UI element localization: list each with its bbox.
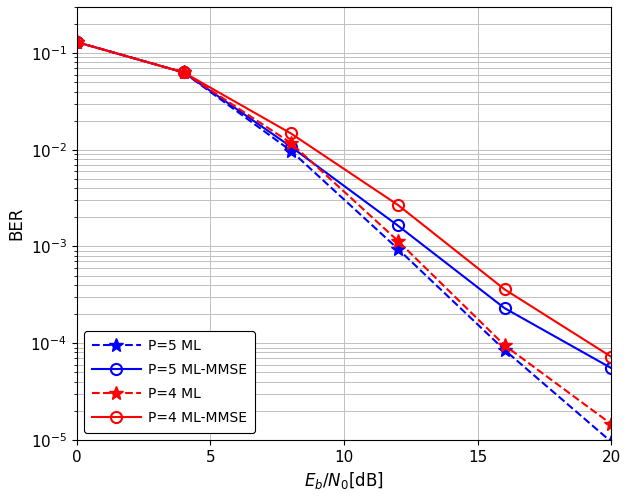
P=4 ML-MMSE — [73, 39, 80, 45]
P=5 ML-MMSE — [394, 223, 401, 229]
P=4 ML — [608, 421, 615, 427]
P=5 ML — [501, 347, 508, 353]
P=5 ML-MMSE — [287, 143, 295, 149]
P=4 ML — [394, 238, 401, 244]
P=4 ML-MMSE — [287, 130, 295, 136]
P=5 ML — [394, 246, 401, 251]
P=4 ML — [501, 342, 508, 348]
X-axis label: $E_b/N_0$[dB]: $E_b/N_0$[dB] — [304, 470, 384, 491]
Y-axis label: BER: BER — [7, 207, 25, 240]
Line: P=5 ML-MMSE: P=5 ML-MMSE — [72, 36, 617, 374]
P=4 ML-MMSE — [608, 354, 615, 360]
P=4 ML-MMSE — [180, 70, 188, 76]
Line: P=4 ML: P=4 ML — [70, 35, 619, 431]
Legend: P=5 ML, P=5 ML-MMSE, P=4 ML, P=4 ML-MMSE: P=5 ML, P=5 ML-MMSE, P=4 ML, P=4 ML-MMSE — [84, 331, 255, 433]
P=5 ML — [608, 439, 615, 445]
P=5 ML-MMSE — [608, 365, 615, 371]
P=4 ML — [73, 39, 80, 45]
Line: P=4 ML-MMSE: P=4 ML-MMSE — [72, 36, 617, 363]
P=4 ML — [287, 140, 295, 146]
P=5 ML-MMSE — [501, 305, 508, 311]
P=4 ML-MMSE — [394, 202, 401, 208]
P=5 ML-MMSE — [73, 39, 80, 45]
P=5 ML — [73, 39, 80, 45]
P=5 ML-MMSE — [180, 70, 188, 76]
P=4 ML-MMSE — [501, 286, 508, 292]
P=5 ML — [180, 70, 188, 76]
Line: P=5 ML: P=5 ML — [70, 35, 619, 449]
P=5 ML — [287, 147, 295, 153]
P=4 ML — [180, 70, 188, 76]
